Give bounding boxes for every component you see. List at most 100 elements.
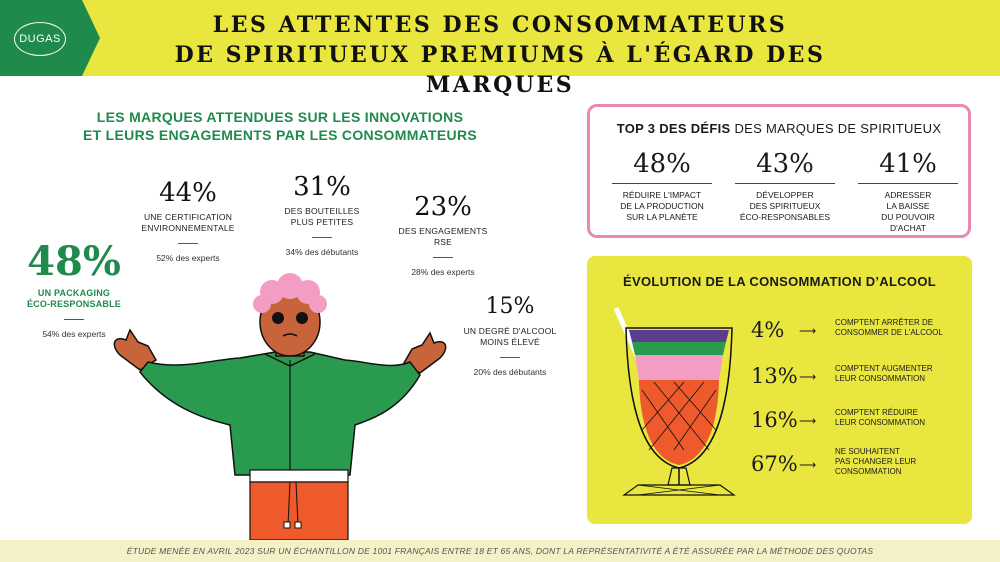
stat-label: UN PACKAGING ÉCO-RESPONSABLE	[14, 288, 134, 310]
stat-certification: 44% UNE CERTIFICATION ENVIRONNEMENTALE 5…	[128, 178, 248, 263]
stat-label: DES ENGAGEMENTS RSE	[383, 226, 503, 248]
evolution-row: 67% ⟶ NE SOUHAITENT PAS CHANGER LEUR CON…	[751, 447, 966, 480]
stat-label-line: UN DEGRÉ D'ALCOOL	[463, 326, 557, 336]
stat-pct: 23%	[414, 192, 472, 222]
stat-alcohol-degree: 15% UN DEGRÉ D'ALCOOL MOINS ÉLEVÉ 20% de…	[450, 292, 570, 377]
evolution-pct: 67%	[751, 452, 798, 476]
stat-pct: 48%	[27, 238, 121, 285]
top3-label-line: RÉDUIRE L'IMPACT	[622, 190, 702, 200]
arrow-icon: ⟶	[799, 370, 817, 384]
divider	[64, 319, 84, 320]
evolution-label-line: LEUR CONSOMMATION	[835, 374, 926, 383]
stat-label-line: ÉCO-RESPONSABLE	[26, 299, 121, 309]
divider	[433, 257, 453, 258]
stat-sub: 52% des experts	[156, 253, 220, 263]
footer: ÉTUDE MENÉE EN AVRIL 2023 SUR UN ÉCHANTI…	[0, 540, 1000, 562]
evolution-label-line: NE SOUHAITENT	[835, 447, 900, 456]
top3-label-line: ÉCO-RESPONSABLES	[739, 212, 831, 222]
stat-pct: 44%	[159, 178, 217, 208]
person-illustration	[113, 273, 447, 540]
top3-pct: 41%	[879, 149, 937, 179]
title-line-2: DE SPIRITUEUX PREMIUMS À L'ÉGARD DES MAR…	[174, 42, 826, 98]
top3-label-line: D'ACHAT	[890, 223, 926, 233]
stat-sub: 28% des experts	[411, 267, 475, 277]
evolution-box: ÉVOLUTION DE LA CONSOMMATION D’ALCOOL 4%…	[587, 256, 972, 524]
innovations-title-line-1: LES MARQUES ATTENDUES SUR LES INNOVATION…	[96, 109, 464, 125]
top3-pct: 43%	[756, 149, 814, 179]
top3-title-rest: DES MARQUES DE SPIRITUEUX	[730, 121, 942, 136]
stat-pct: 31%	[293, 172, 351, 202]
top3-label-line: DES SPIRITUEUX	[749, 201, 821, 211]
top3-label-line: DU POUVOIR	[881, 212, 935, 222]
evolution-label: NE SOUHAITENT PAS CHANGER LEUR CONSOMMAT…	[835, 447, 916, 477]
arrow-icon: ⟶	[799, 324, 817, 338]
stat-sub: 20% des débutants	[473, 367, 547, 377]
page-title: LES ATTENTES DES CONSOMMATEURS DE SPIRIT…	[110, 10, 890, 100]
evolution-row: 16% ⟶ COMPTENT RÉDUIRE LEUR CONSOMMATION	[751, 406, 966, 436]
stat-rse: 23% DES ENGAGEMENTS RSE 28% des experts	[383, 192, 503, 277]
evolution-label-line: COMPTENT RÉDUIRE	[835, 408, 918, 417]
evolution-label-line: LEUR CONSOMMATION	[835, 418, 926, 427]
evolution-label-line: COMPTENT AUGMENTER	[835, 364, 933, 373]
divider	[178, 243, 198, 244]
stat-label-line: MOINS ÉLEVÉ	[480, 337, 540, 347]
stat-label-line: ENVIRONNEMENTALE	[141, 223, 235, 233]
arrow-icon: ⟶	[799, 458, 817, 472]
top3-label-line: LA BAISSE	[886, 201, 930, 211]
innovations-title: LES MARQUES ATTENDUES SUR LES INNOVATION…	[60, 108, 500, 144]
stat-label-line: DES ENGAGEMENTS	[398, 226, 488, 236]
stat-label-line: RSE	[433, 237, 453, 247]
evolution-label-line: PAS CHANGER LEUR	[835, 457, 917, 466]
top3-title-bold: TOP 3 DES DÉFIS	[616, 121, 731, 136]
dugas-logo: DUGAS	[14, 22, 66, 56]
stat-pct: 15%	[485, 294, 535, 319]
logo-tab: DUGAS	[0, 0, 100, 76]
arrow-icon: ⟶	[799, 414, 817, 428]
divider	[312, 237, 332, 238]
divider	[612, 183, 712, 184]
top3-label-line: SUR LA PLANÈTE	[626, 212, 698, 222]
divider	[500, 357, 520, 358]
top3-label-line: ADRESSER	[884, 190, 932, 200]
evolution-label-line: CONSOMMATION	[835, 467, 902, 476]
stat-label: DES BOUTEILLES PLUS PETITES	[262, 206, 382, 228]
stat-label: UN DEGRÉ D'ALCOOL MOINS ÉLEVÉ	[450, 326, 570, 348]
top3-label-line: DÉVELOPPER	[756, 190, 814, 200]
evolution-label-line: COMPTENT ARRÊTER DE	[835, 318, 934, 327]
innovations-title-line-2: ET LEURS ENGAGEMENTS PAR LES CONSOMMATEU…	[83, 127, 477, 143]
top3-item: 41% ADRESSER LA BAISSE DU POUVOIR D'ACHA…	[858, 149, 958, 234]
top3-item: 43% DÉVELOPPER DES SPIRITUEUX ÉCO-RESPON…	[735, 149, 835, 223]
divider	[735, 183, 835, 184]
stat-bottles: 31% DES BOUTEILLES PLUS PETITES 34% des …	[262, 172, 382, 257]
stat-sub: 34% des débutants	[285, 247, 359, 257]
evolution-pct: 4%	[751, 318, 785, 342]
evolution-label: COMPTENT AUGMENTER LEUR CONSOMMATION	[835, 364, 933, 384]
evolution-row: 13% ⟶ COMPTENT AUGMENTER LEUR CONSOMMATI…	[751, 362, 966, 392]
top3-label: RÉDUIRE L'IMPACT DE LA PRODUCTION SUR LA…	[612, 190, 712, 223]
stat-label-line: UN PACKAGING	[37, 288, 111, 298]
top3-label: ADRESSER LA BAISSE DU POUVOIR D'ACHAT	[858, 190, 958, 234]
top3-title: TOP 3 DES DÉFIS DES MARQUES DE SPIRITUEU…	[590, 121, 968, 136]
evolution-label: COMPTENT RÉDUIRE LEUR CONSOMMATION	[835, 408, 925, 428]
stat-label-line: PLUS PETITES	[290, 217, 354, 227]
evolution-pct: 16%	[751, 408, 798, 432]
evolution-title: ÉVOLUTION DE LA CONSOMMATION D’ALCOOL	[623, 274, 936, 289]
top3-label: DÉVELOPPER DES SPIRITUEUX ÉCO-RESPONSABL…	[735, 190, 835, 223]
title-line-1: LES ATTENTES DES CONSOMMATEURS	[212, 12, 788, 38]
stat-sub: 54% des experts	[42, 329, 106, 339]
divider	[858, 183, 958, 184]
header-banner: DUGAS LES ATTENTES DES CONSOMMATEURS DE …	[0, 0, 1000, 98]
top3-challenges-box: TOP 3 DES DÉFIS DES MARQUES DE SPIRITUEU…	[587, 104, 971, 238]
top3-pct: 48%	[633, 149, 691, 179]
evolution-label: COMPTENT ARRÊTER DE CONSOMMER DE L'ALCOO…	[835, 318, 943, 338]
top3-item: 48% RÉDUIRE L'IMPACT DE LA PRODUCTION SU…	[612, 149, 712, 223]
cocktail-glass-icon	[614, 306, 736, 496]
stat-label: UNE CERTIFICATION ENVIRONNEMENTALE	[128, 212, 248, 234]
stat-packaging: 48% UN PACKAGING ÉCO-RESPONSABLE 54% des…	[14, 238, 134, 340]
footer-note: ÉTUDE MENÉE EN AVRIL 2023 SUR UN ÉCHANTI…	[126, 546, 874, 556]
stat-label-line: UNE CERTIFICATION	[143, 212, 233, 222]
top3-label-line: DE LA PRODUCTION	[620, 201, 704, 211]
evolution-label-line: CONSOMMER DE L'ALCOOL	[835, 328, 943, 337]
evolution-pct: 13%	[751, 364, 798, 388]
evolution-row: 4% ⟶ COMPTENT ARRÊTER DE CONSOMMER DE L'…	[751, 316, 966, 346]
